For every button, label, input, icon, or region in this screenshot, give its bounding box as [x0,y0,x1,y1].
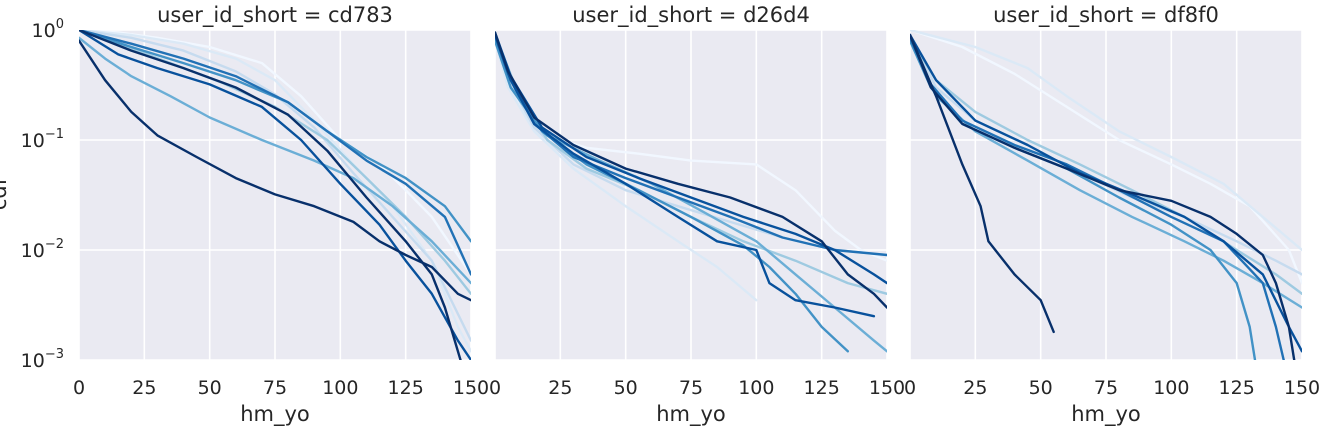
series-line-1 [910,30,1302,285]
series-line-2 [910,30,1302,252]
x-tick-label: 0 [73,377,85,399]
x-tick-label: 0 [489,377,501,399]
x-axis-label: hm_yo [240,402,310,427]
y-tick-base: 10 [21,130,45,152]
series-line-5 [79,36,471,285]
series-line-3 [79,30,471,342]
x-tick-label: 25 [548,377,572,399]
x-tick-label: 100 [1153,377,1189,399]
x-tick-label: 150 [453,377,489,399]
series-line-4 [910,36,1302,295]
x-tick-label: 150 [869,377,905,399]
x-axis-label: hm_yo [656,402,726,427]
x-tick-label: 125 [1219,377,1255,399]
series-line-10 [910,33,1055,334]
series-group [495,31,887,353]
series-line-9 [79,39,471,302]
x-axis-label: hm_yo [1071,402,1141,427]
x-tick-label: 125 [388,377,424,399]
x-tick-label: 25 [132,377,156,399]
series-group [79,30,471,360]
y-tick-label: 10−1 [21,127,64,152]
facet-panel-3: 0 25 50 75 100 125 150 user_id_short = df8f0 hm_… [904,3,1320,427]
x-tick-label: 50 [1029,377,1053,399]
facet-title: user_id_short = d26d4 [572,3,810,28]
y-tick-exponent: −1 [45,127,64,142]
x-tick-label: 100 [322,377,358,399]
x-tick-label: 100 [738,377,774,399]
y-tick-label: 100 [32,17,64,42]
y-tick-base: 10 [21,350,45,372]
y-tick-base: 10 [21,240,45,262]
y-tick-exponent: −2 [45,237,64,252]
series-line-8 [79,30,471,360]
series-line-10 [495,31,887,309]
x-tick-label: 25 [963,377,987,399]
x-tick-label: 50 [614,377,638,399]
series-line-4 [79,30,471,295]
y-tick-exponent: 0 [56,17,64,32]
y-tick-label: 10−2 [21,237,64,262]
y-tick-base: 10 [32,20,56,42]
x-tick-label: 75 [679,377,703,399]
x-tick-label: 75 [1094,377,1118,399]
x-tick-label: 75 [263,377,287,399]
facet-panels: 0 25 50 75 100 125 15010010−110−210−3user_id_s… [21,3,1320,427]
x-tick-label: 50 [198,377,222,399]
y-tick-exponent: −3 [45,347,64,362]
series-line-8 [910,33,1302,353]
series-group [910,30,1302,360]
series-line-10 [79,30,462,360]
x-tick-label: 150 [1284,377,1320,399]
series-line-9 [910,33,1296,360]
series-line-9 [495,31,887,285]
x-tick-label: 0 [904,377,916,399]
series-line-8 [495,33,876,318]
x-tick-label: 125 [804,377,840,399]
series-line-2 [495,39,758,302]
series-line-7 [79,30,471,276]
facet-title: user_id_short = cd783 [157,3,393,28]
facet-panel-1: 0 25 50 75 100 125 15010010−110−210−3user_id_s… [21,3,489,427]
y-tick-label: 10−3 [21,347,64,372]
facet-title: user_id_short = df8f0 [993,3,1219,28]
y-axis-label: cdf [0,177,11,210]
facet-panel-2: 0 25 50 75 100 125 150 user_id_short = d26d4 hm_… [489,3,905,427]
